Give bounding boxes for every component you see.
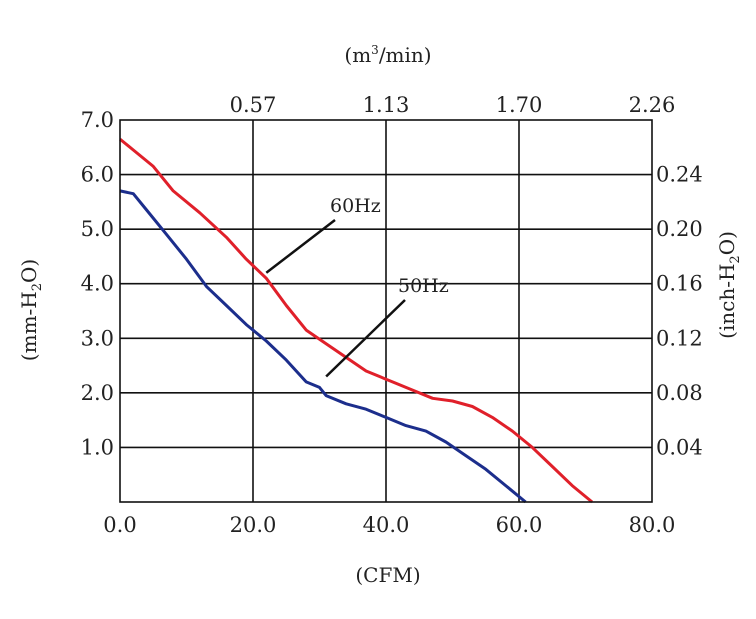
leader-line-60Hz [265, 219, 336, 274]
x-top-axis-title: (m3/min) [344, 43, 431, 67]
series-line-50Hz [119, 189, 527, 504]
y-right-axis-title: (inch-H2O) [715, 231, 743, 339]
y-right-tick-label: 0.08 [656, 381, 703, 405]
y-tick-label: 7.0 [81, 108, 114, 132]
x-tick-label: 0.0 [103, 513, 136, 537]
y-right-tick-label: 0.24 [656, 163, 703, 187]
x-top-tick-label: 1.70 [496, 93, 543, 117]
y-tick-label: 5.0 [81, 217, 114, 241]
leader-line-50Hz [325, 299, 406, 378]
x-tick-label: 80.0 [629, 513, 676, 537]
y-tick-label: 1.0 [81, 435, 114, 459]
y-right-tick-label: 0.12 [656, 326, 703, 350]
y-tick-label: 3.0 [81, 326, 114, 350]
annotations: 60Hz 50Hz [265, 195, 449, 378]
x-tick-label: 20.0 [230, 513, 277, 537]
y-axis-title: (mm-H2O) [17, 259, 45, 361]
x-top-tick-label: 0.57 [230, 93, 277, 117]
series-label-60Hz: 60Hz [330, 195, 381, 217]
y-right-tick-label: 0.20 [656, 217, 703, 241]
y-right-tick-label: 0.04 [656, 435, 703, 459]
x-top-tick-label: 1.13 [363, 93, 410, 117]
x-tick-label: 40.0 [363, 513, 410, 537]
y-right-tick-label: 0.16 [656, 272, 703, 296]
plot-frame [119, 119, 653, 503]
series-label-50Hz: 50Hz [398, 275, 449, 297]
series-layer [119, 137, 594, 504]
x-top-tick-label: 2.26 [629, 93, 676, 117]
x-axis-title: (CFM) [355, 563, 420, 587]
series-line-60Hz [119, 137, 594, 504]
y-tick-label: 2.0 [81, 381, 114, 405]
y-tick-label: 4.0 [81, 272, 114, 296]
tick-labels: 0.0 20.0 40.0 60.0 80.0 0.57 1.13 1.70 2.26 1.0 2.… [81, 93, 703, 537]
y-tick-label: 6.0 [81, 163, 114, 187]
x-tick-label: 60.0 [496, 513, 543, 537]
grid [120, 120, 652, 502]
